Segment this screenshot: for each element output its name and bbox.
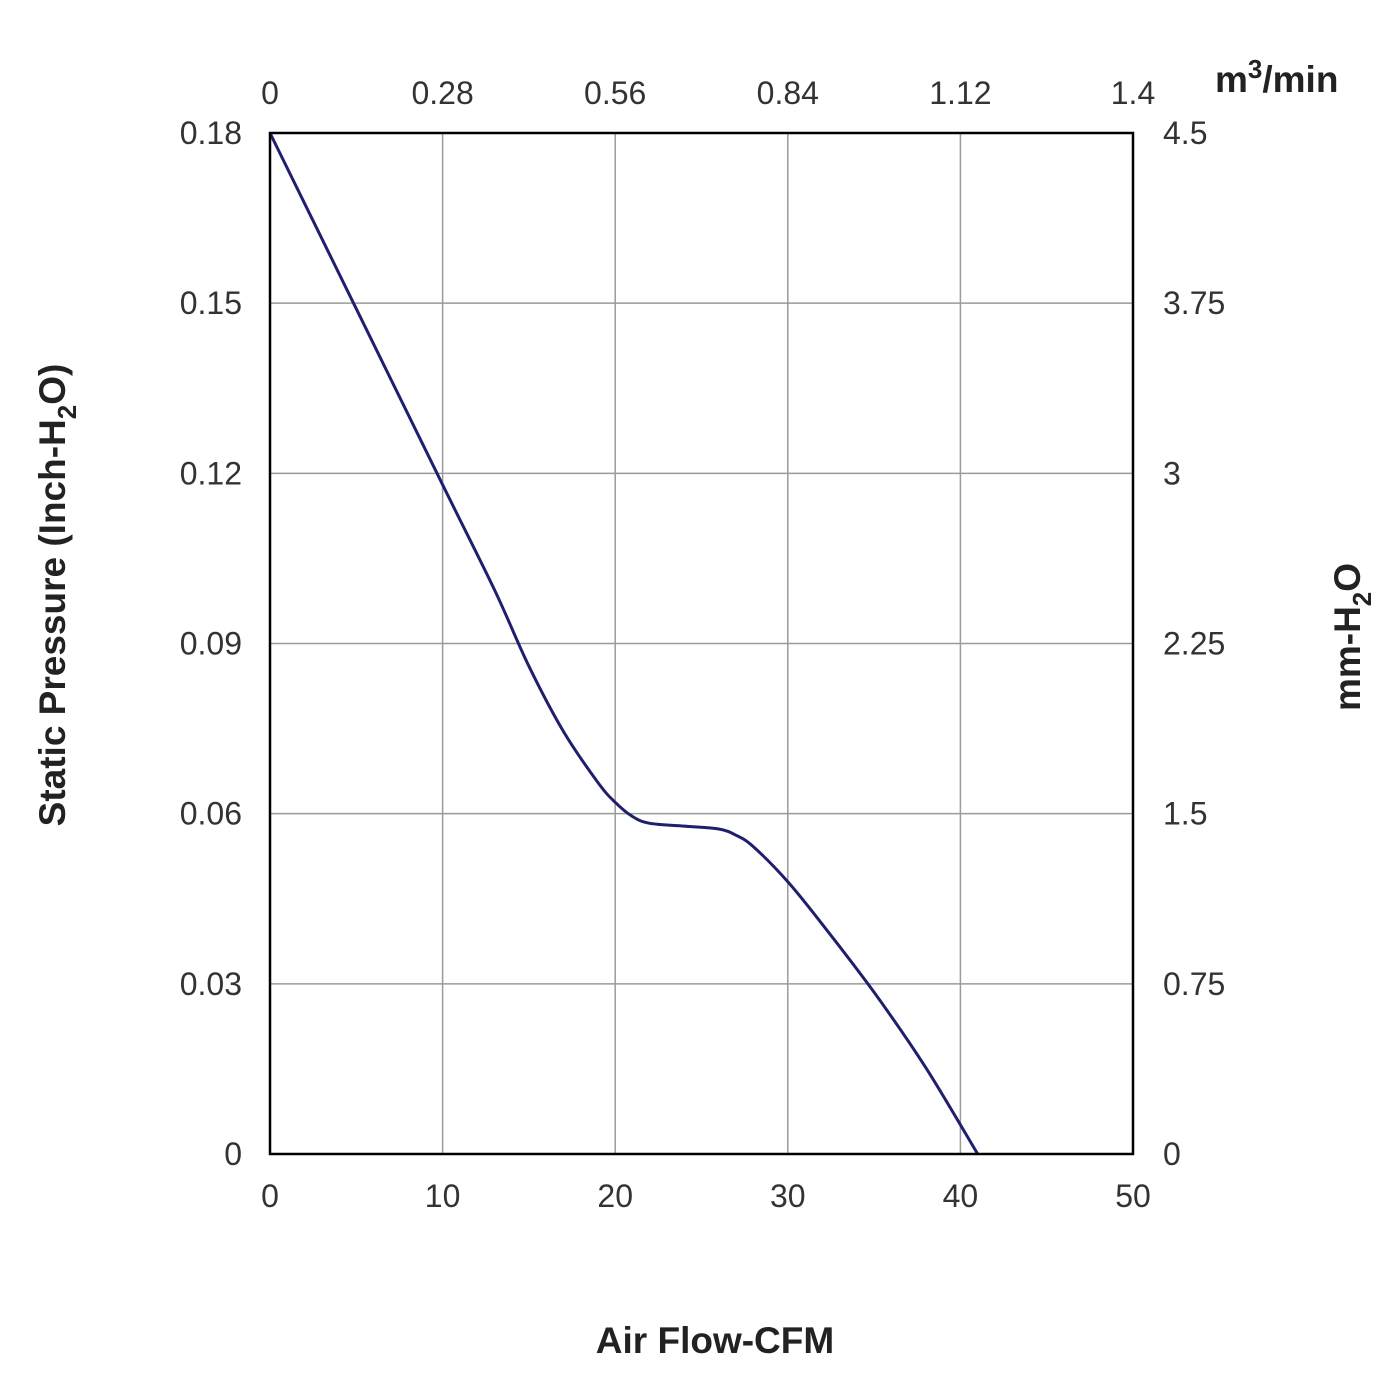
series-layer [268,132,979,1155]
y-left-tick-label: 0.03 [180,966,242,1002]
y-left-tick-label: 0.12 [180,455,242,491]
x-top-tick-label: 0.56 [584,75,646,111]
y-left-tick-label: 0.15 [180,285,242,321]
y-left-title-suffix: O) [32,364,73,405]
y-right-tick-label: 0.75 [1163,966,1225,1002]
y-left-title-prefix: Static Pressure (Inch-H [32,419,73,826]
x-tick-label: 20 [597,1178,633,1214]
y-right-title-suffix: O [1327,563,1368,592]
x-tick-label: 50 [1115,1178,1151,1214]
x-top-tick-label: 0 [261,75,279,111]
plot-frame [268,131,1135,1156]
x-tick-label: 0 [261,1178,279,1214]
x-tick-label: 40 [943,1178,979,1214]
y-right-tick-label: 3.75 [1163,285,1225,321]
y-right-tick-label: 2.25 [1163,626,1225,662]
y-right-tick-label: 1.5 [1163,796,1207,832]
y-axis-title-right: mm-H2O [1327,563,1377,711]
y-right-title-prefix: mm-H [1327,606,1368,711]
top-axis-unit-prefix: m [1215,59,1248,100]
y-left-tick-label: 0.06 [180,796,242,832]
y-axis-title-left: Static Pressure (Inch-H2O) [32,364,82,827]
y-right-tick-label: 4.5 [1163,115,1207,151]
y-left-tick-label: 0 [224,1136,242,1172]
x-axis-title: Air Flow-CFM [596,1320,834,1361]
x-top-tick-label: 1.12 [929,75,991,111]
top-axis-unit: m3/min [1215,54,1338,100]
x-top-tick-label: 0.28 [411,75,473,111]
y-left-title-subscript: 2 [52,405,82,419]
top-axis-unit-suffix: /min [1262,59,1338,100]
x-top-tick-label: 1.4 [1111,75,1155,111]
y-right-tick-label: 3 [1163,455,1181,491]
y-right-tick-label: 0 [1163,1136,1181,1172]
y-right-title-subscript: 2 [1347,592,1377,606]
pressure-curve [268,132,979,1155]
tick-labels: 0 10 20 30 40 500 0.28 0.56 0.84 1.12 1.400.030.06… [180,75,1226,1214]
grid-lines [270,133,1133,1154]
x-tick-label: 30 [770,1178,806,1214]
x-tick-label: 10 [425,1178,461,1214]
y-left-tick-label: 0.09 [180,626,242,662]
x-top-tick-label: 0.84 [757,75,819,111]
y-left-tick-label: 0.18 [180,115,242,151]
top-axis-unit-superscript: 3 [1248,54,1262,84]
